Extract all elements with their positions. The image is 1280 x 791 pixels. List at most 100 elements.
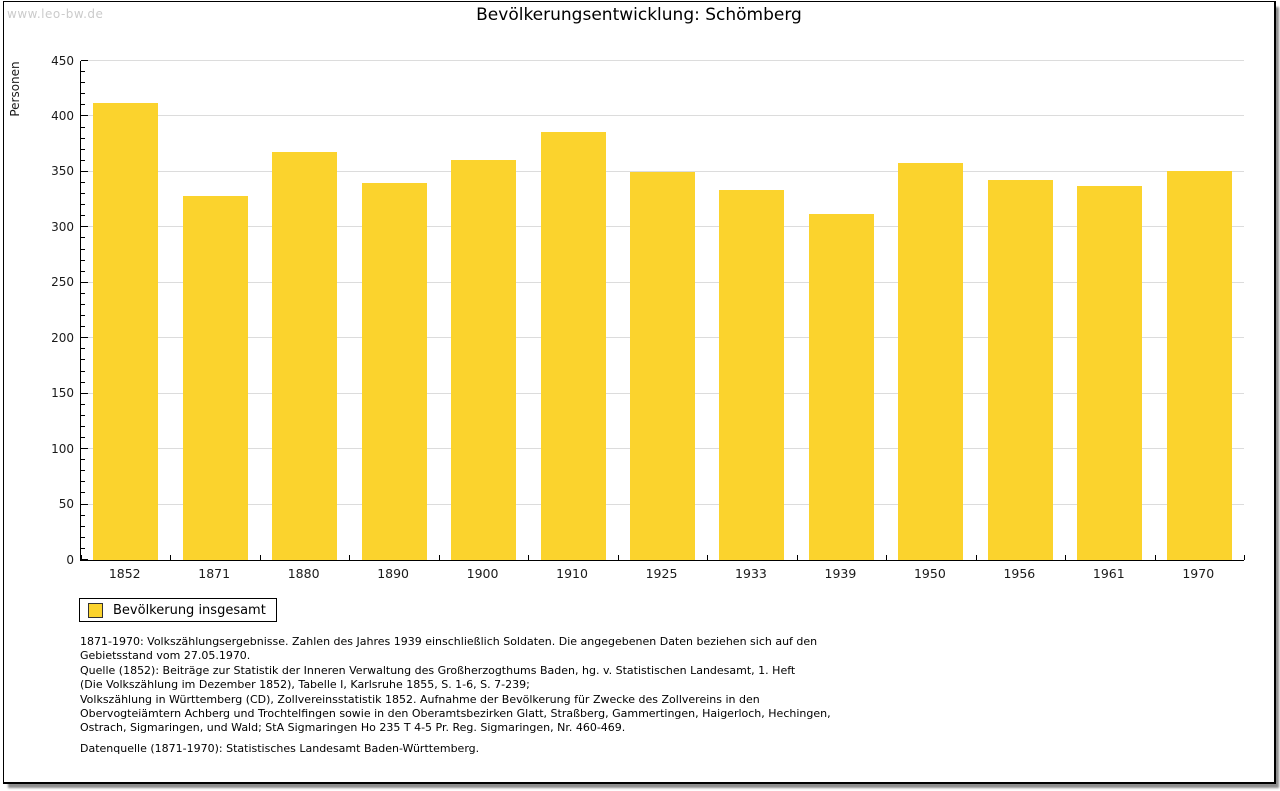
x-tick <box>170 555 172 560</box>
y-minor-tick <box>81 71 85 73</box>
x-tick <box>1065 555 1067 560</box>
source-note-line: (Die Volkszählung im Dezember 1852), Tab… <box>80 678 530 692</box>
x-tick <box>1244 555 1245 560</box>
y-major-tick <box>81 170 88 172</box>
bar <box>361 182 427 560</box>
y-minor-tick <box>81 414 85 416</box>
x-tick <box>796 555 798 560</box>
bar <box>719 189 785 560</box>
gridline <box>81 170 1244 172</box>
plot-area <box>80 60 1245 561</box>
bar <box>182 196 248 560</box>
x-tick <box>1154 555 1156 560</box>
y-minor-tick <box>81 237 85 239</box>
x-tick <box>438 555 440 560</box>
y-minor-tick <box>81 326 85 328</box>
x-tick <box>528 555 530 560</box>
y-minor-tick <box>81 204 85 206</box>
bar <box>451 159 517 560</box>
y-major-tick <box>81 337 88 339</box>
y-minor-tick <box>81 536 85 538</box>
y-minor-tick <box>81 381 85 383</box>
y-axis-label: 0 <box>66 552 74 567</box>
bar <box>272 151 338 560</box>
x-axis-label: 1852 <box>108 566 141 581</box>
x-axis-label: 1880 <box>287 566 320 581</box>
gridline <box>81 60 1244 61</box>
y-minor-tick <box>81 303 85 305</box>
y-minor-tick <box>81 547 85 549</box>
legend-box: Bevölkerung insgesamt <box>79 598 277 622</box>
x-axis-label: 1933 <box>735 566 767 581</box>
source-note-line: Ostrach, Sigmaringen, und Wald; StA Sigm… <box>80 721 626 735</box>
y-minor-tick <box>81 159 85 161</box>
y-minor-tick <box>81 370 85 372</box>
source-note-line: Quelle (1852): Beiträge zur Statistik de… <box>80 663 796 677</box>
y-axis-label: 300 <box>51 219 74 234</box>
x-tick <box>81 555 82 560</box>
x-tick <box>617 555 619 560</box>
y-major-tick <box>81 115 88 117</box>
x-axis-label: 1890 <box>377 566 410 581</box>
x-axis-label: 1970 <box>1182 566 1215 581</box>
x-axis-label: 1900 <box>466 566 499 581</box>
datasource-note: Datenquelle (1871-1970): Statistisches L… <box>80 742 480 755</box>
bar <box>898 163 964 560</box>
y-major-tick <box>81 448 88 450</box>
y-minor-tick <box>81 104 85 106</box>
y-minor-tick <box>81 459 85 461</box>
bar <box>1077 186 1143 560</box>
x-axis-label: 1950 <box>913 566 946 581</box>
y-minor-tick <box>81 348 85 350</box>
y-minor-tick <box>81 292 85 294</box>
y-axis-label: 450 <box>51 53 74 68</box>
y-minor-tick <box>81 259 85 261</box>
bar <box>1166 170 1232 560</box>
source-note-line: Volkszählung in Württemberg (CD), Zollve… <box>80 692 760 706</box>
chart-window: www.leo-bw.de Bevölkerungsentwicklung: S… <box>3 1 1276 784</box>
y-major-tick <box>81 559 88 560</box>
y-axis-label: 350 <box>51 164 74 179</box>
x-axis-label: 1925 <box>645 566 678 581</box>
y-major-tick <box>81 226 88 228</box>
x-tick <box>886 555 888 560</box>
bar <box>987 179 1053 560</box>
x-tick <box>975 555 977 560</box>
x-axis-label: 1961 <box>1092 566 1125 581</box>
y-minor-tick <box>81 525 85 527</box>
y-axis-label: 400 <box>51 108 74 123</box>
y-minor-tick <box>81 359 85 361</box>
y-minor-tick <box>81 492 85 494</box>
y-axis-label: 250 <box>51 275 74 290</box>
y-minor-tick <box>81 193 85 195</box>
y-minor-tick <box>81 470 85 472</box>
source-note-line: 1871-1970: Volkszählungsergebnisse. Zahl… <box>80 635 818 648</box>
bar <box>808 214 874 560</box>
y-minor-tick <box>81 93 85 95</box>
y-major-tick <box>81 503 88 505</box>
bar <box>93 103 159 560</box>
y-minor-tick <box>81 82 85 84</box>
y-minor-tick <box>81 181 85 183</box>
y-major-tick <box>81 60 88 61</box>
legend-swatch-icon <box>88 602 103 618</box>
gridline <box>81 115 1244 117</box>
y-axis-label: 50 <box>58 497 74 512</box>
x-axis-label: 1939 <box>824 566 857 581</box>
source-note-line: Gebietsstand vom 27.05.1970. <box>80 649 251 663</box>
x-tick <box>707 555 709 560</box>
y-axis-label: 150 <box>51 386 74 401</box>
legend-label: Bevölkerung insgesamt <box>113 602 266 618</box>
y-minor-tick <box>81 437 85 439</box>
y-minor-tick <box>81 315 85 317</box>
y-axis-label: 100 <box>51 441 74 456</box>
y-minor-tick <box>81 148 85 150</box>
x-axis-label: 1910 <box>556 566 588 581</box>
x-axis-label: 1871 <box>198 566 231 581</box>
y-minor-tick <box>81 514 85 516</box>
y-minor-tick <box>81 270 85 272</box>
y-minor-tick <box>81 425 85 427</box>
source-notes: 1871-1970: Volkszählungsergebnisse. Zahl… <box>80 635 831 736</box>
watermark: www.leo-bw.de <box>7 7 104 21</box>
bar <box>540 131 606 560</box>
